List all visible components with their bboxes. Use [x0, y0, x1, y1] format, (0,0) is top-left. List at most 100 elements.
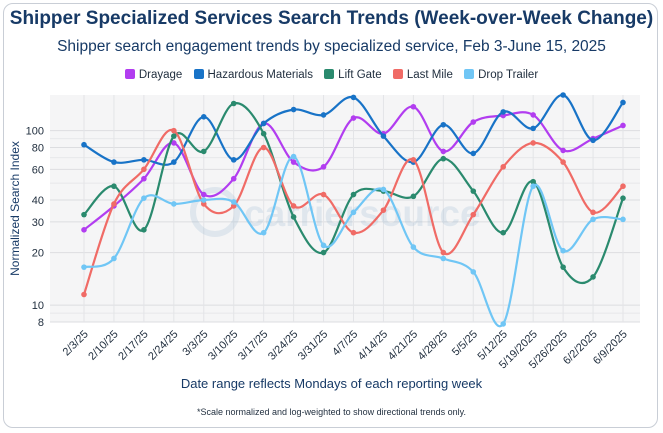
data-point — [141, 175, 147, 182]
y-tick-label: 60 — [32, 164, 44, 176]
legend-item-lift-gate[interactable]: Lift Gate — [324, 69, 382, 81]
data-point — [290, 203, 297, 209]
x-tick-label: 3/24/25 — [266, 328, 300, 362]
x-tick-label: 4/28/25 — [416, 328, 450, 362]
data-point — [171, 159, 177, 165]
data-point — [380, 207, 387, 213]
data-point — [111, 201, 117, 207]
data-point — [81, 264, 87, 270]
data-point — [620, 183, 626, 190]
data-point — [590, 216, 596, 223]
data-point — [500, 164, 507, 170]
data-point — [200, 191, 207, 198]
data-point — [590, 137, 596, 144]
data-point — [440, 249, 447, 256]
data-point — [440, 255, 447, 262]
data-point — [470, 188, 477, 194]
data-point — [290, 153, 297, 160]
legend-item-drayage[interactable]: Drayage — [124, 69, 183, 81]
data-point — [200, 113, 207, 120]
data-point — [171, 127, 177, 134]
data-point — [200, 197, 207, 203]
series-drop-trailer — [81, 153, 626, 328]
data-point — [560, 264, 566, 270]
data-point — [620, 99, 626, 106]
chart-title: Shipper Specialized Services Search Tren… — [9, 8, 654, 29]
legend-label: Lift Gate — [338, 69, 382, 81]
chart-legend: Drayage Hazardous Materials Lift Gate La… — [0, 69, 663, 81]
data-point — [230, 199, 237, 205]
data-point — [530, 140, 536, 146]
chart-subtitle: Shipper search engagement trends by spec… — [57, 38, 606, 55]
data-point — [260, 130, 267, 137]
data-point — [470, 269, 477, 275]
data-point — [81, 227, 87, 233]
watermark-logo: carriersource — [190, 187, 481, 237]
data-point — [470, 119, 477, 125]
data-point — [380, 186, 387, 193]
data-point — [141, 166, 147, 173]
data-point — [590, 274, 596, 280]
data-point — [260, 120, 267, 127]
data-point — [141, 195, 147, 201]
legend-swatch — [193, 69, 204, 79]
data-point — [171, 201, 177, 207]
data-point — [350, 191, 357, 198]
data-point — [111, 159, 117, 165]
data-point — [500, 321, 507, 327]
data-point — [620, 122, 626, 129]
data-point — [440, 148, 447, 155]
data-point — [320, 249, 327, 256]
legend-swatch — [464, 69, 475, 79]
data-point — [141, 157, 147, 163]
data-point — [320, 242, 327, 249]
watermark-ring — [190, 187, 240, 237]
series-last-mile — [81, 127, 626, 298]
data-point — [320, 191, 327, 198]
x-tick-label: 2/10/25 — [86, 328, 120, 362]
data-point — [410, 244, 417, 250]
x-tick-label: 2/17/25 — [116, 328, 150, 362]
legend-label: Drayage — [138, 69, 183, 81]
data-point — [560, 247, 566, 254]
data-point — [590, 209, 596, 216]
data-point — [350, 115, 357, 121]
data-point — [560, 159, 566, 165]
chart-footnote: *Scale normalized and log-weighted to sh… — [197, 407, 466, 417]
data-point — [200, 201, 207, 207]
data-point — [500, 229, 507, 236]
data-point — [530, 112, 536, 118]
data-point — [290, 159, 297, 165]
data-point — [440, 155, 447, 162]
data-point — [620, 216, 626, 223]
legend-item-drop-trailer[interactable]: Drop Trailer — [464, 69, 538, 81]
data-point — [380, 133, 387, 139]
legend-label: Hazardous Materials — [207, 69, 313, 81]
legend-swatch — [392, 69, 403, 79]
data-point — [530, 178, 536, 185]
data-point — [230, 100, 237, 107]
data-point — [81, 291, 87, 298]
x-tick-label: 3/17/25 — [236, 328, 270, 362]
legend-item-last-mile[interactable]: Last Mile — [392, 69, 453, 81]
legend-item-hazardous-materials[interactable]: Hazardous Materials — [193, 69, 313, 81]
y-tick-label: 8 — [38, 317, 44, 329]
data-point — [320, 112, 327, 118]
x-tick-label: 2/24/25 — [146, 328, 180, 362]
data-point — [530, 183, 536, 190]
data-point — [260, 144, 267, 151]
data-point — [141, 227, 147, 233]
data-point — [350, 94, 357, 101]
data-point — [111, 255, 117, 262]
data-point — [81, 211, 87, 218]
y-tick-label: 100 — [26, 126, 44, 138]
data-point — [230, 157, 237, 163]
data-point — [290, 106, 297, 113]
y-tick-label: 80 — [32, 143, 44, 155]
y-axis-label: Normalized Search Index — [8, 141, 22, 276]
data-point — [290, 214, 297, 220]
data-point — [171, 133, 177, 139]
y-tick-label: 40 — [32, 195, 44, 207]
y-tick-label: 10 — [32, 300, 44, 312]
